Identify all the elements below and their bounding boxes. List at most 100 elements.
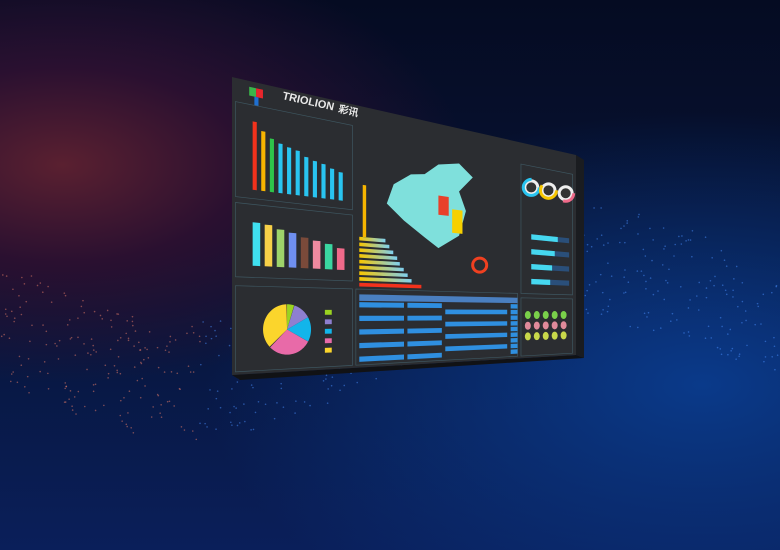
particle [192,430,194,432]
particle [719,348,721,350]
bar [330,168,334,199]
table-cell [445,309,507,314]
particle [721,250,723,252]
particle [17,381,19,383]
particle [37,285,39,287]
particle [775,286,777,288]
particle [274,418,276,420]
table-cell [511,321,518,325]
particle [745,310,747,312]
particle [663,248,665,250]
particle [3,334,5,336]
particle [188,365,190,367]
gradient-bar [277,229,285,267]
particle [191,326,193,328]
table-cell [511,327,518,331]
gradient-bar [253,222,261,266]
particle [732,296,734,298]
particle [120,337,122,339]
particle [42,291,44,293]
particle [663,227,665,229]
particle [127,412,129,414]
map-color-scale [363,185,366,237]
particle [698,282,700,284]
particle [757,303,759,305]
particle [95,410,97,412]
particle [199,423,201,425]
table-cell [407,316,441,321]
particle [609,299,611,301]
gradient-bar [337,248,345,270]
particle [95,351,97,353]
particle [343,385,345,387]
table-cell [407,322,441,327]
table-cell [511,332,518,337]
bar [253,121,257,190]
particle [158,367,160,369]
particle [624,242,626,244]
particle [729,329,731,331]
particle [132,321,134,323]
particle [760,323,762,325]
particle [623,292,625,294]
gradient-bar [289,233,297,268]
table-cell [359,322,404,328]
particle [217,390,219,392]
particle [46,344,48,346]
particle [327,402,329,404]
bar [304,157,308,197]
table-cell [511,349,518,354]
particle [664,245,666,247]
bubble-point [534,322,540,330]
particle [21,277,23,279]
particle [670,320,672,322]
particle [137,380,139,382]
bar [278,143,282,193]
particle [186,333,188,335]
particle [111,326,113,328]
particle [591,246,593,248]
particle [741,322,743,324]
particle [152,406,154,408]
logo-icon [249,87,256,97]
particle [607,242,609,244]
particle [220,407,222,409]
particle [93,391,95,393]
particle [295,400,297,402]
particle [706,287,708,289]
particle [164,371,166,373]
particle [593,207,595,209]
particle [167,401,169,403]
particle [64,292,66,294]
particle [233,406,235,408]
particle [42,324,44,326]
particle [130,427,132,429]
bubble-point [561,321,567,329]
particle [204,423,206,425]
particle [600,207,602,209]
particle [159,412,161,414]
table-cell [511,316,518,320]
particle [711,257,713,259]
particle [251,384,253,386]
particle [774,345,776,347]
particle [161,416,163,418]
particle [643,275,645,277]
gauge-center [543,185,553,195]
particle [696,295,698,297]
table-cell [359,316,404,321]
particle [638,216,640,218]
particle [93,349,95,351]
particle [735,358,737,360]
particle [649,228,651,230]
particle [87,352,89,354]
particle [28,358,30,360]
bubble-point [543,311,549,319]
particle [51,301,53,303]
particle [149,331,151,333]
table-cell [511,304,518,308]
particle [637,327,639,329]
particle [587,244,589,246]
bar [261,131,265,191]
particle [168,351,170,353]
